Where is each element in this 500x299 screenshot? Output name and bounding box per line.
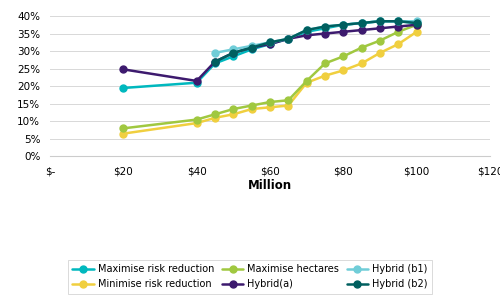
Hybrid (b2) (230, 51, 236, 55)
Maximise hectares (414, 23, 420, 27)
Line: Maximise risk reduction: Maximise risk reduction (120, 18, 420, 91)
Minimise risk reduction (358, 62, 364, 65)
Minimise risk reduction (286, 104, 292, 107)
Minimise risk reduction (414, 30, 420, 33)
Maximise hectares (340, 55, 346, 58)
Minimise risk reduction (304, 81, 310, 85)
Maximise hectares (230, 107, 236, 111)
Maximise risk reduction (340, 23, 346, 27)
Hybrid (b2) (248, 46, 254, 49)
Hybrid (b1) (322, 25, 328, 28)
Maximise hectares (396, 30, 402, 33)
Maximise risk reduction (396, 19, 402, 23)
Maximise hectares (248, 104, 254, 107)
Maximise risk reduction (414, 21, 420, 25)
Hybrid (b2) (322, 25, 328, 28)
Minimise risk reduction (267, 106, 273, 109)
Minimise risk reduction (120, 132, 126, 135)
Minimise risk reduction (377, 51, 383, 55)
Hybrid(a) (377, 27, 383, 30)
Line: Hybrid(a): Hybrid(a) (120, 21, 420, 84)
Line: Maximise hectares: Maximise hectares (120, 21, 420, 132)
Hybrid(a) (304, 33, 310, 37)
Hybrid(a) (267, 42, 273, 46)
Hybrid (b2) (304, 28, 310, 32)
Hybrid(a) (120, 68, 126, 71)
X-axis label: Million: Million (248, 179, 292, 192)
Hybrid(a) (248, 46, 254, 49)
Hybrid (b1) (340, 23, 346, 27)
Maximise risk reduction (358, 21, 364, 25)
Hybrid (b1) (396, 19, 402, 23)
Legend: Maximise risk reduction, Minimise risk reduction, Maximise hectares, Hybrid(a), : Maximise risk reduction, Minimise risk r… (68, 260, 432, 294)
Hybrid(a) (212, 60, 218, 63)
Hybrid(a) (340, 30, 346, 33)
Hybrid (b1) (358, 21, 364, 25)
Maximise risk reduction (322, 27, 328, 30)
Minimise risk reduction (340, 69, 346, 72)
Hybrid (b1) (230, 48, 236, 51)
Maximise risk reduction (120, 86, 126, 90)
Maximise risk reduction (212, 62, 218, 65)
Hybrid (b1) (248, 44, 254, 48)
Maximise risk reduction (377, 19, 383, 23)
Hybrid (b1) (212, 51, 218, 55)
Minimise risk reduction (212, 116, 218, 120)
Hybrid(a) (230, 51, 236, 55)
Hybrid (b1) (286, 37, 292, 41)
Line: Hybrid (b2): Hybrid (b2) (212, 18, 420, 65)
Hybrid (b1) (267, 41, 273, 44)
Maximise hectares (194, 118, 200, 121)
Maximise hectares (322, 62, 328, 65)
Hybrid (b2) (358, 21, 364, 25)
Line: Minimise risk reduction: Minimise risk reduction (120, 28, 420, 137)
Maximise hectares (358, 46, 364, 49)
Minimise risk reduction (322, 74, 328, 77)
Line: Hybrid (b1): Hybrid (b1) (212, 18, 420, 56)
Hybrid(a) (286, 37, 292, 41)
Hybrid (b2) (267, 41, 273, 44)
Maximise hectares (212, 112, 218, 116)
Maximise hectares (267, 100, 273, 104)
Hybrid (b2) (396, 19, 402, 23)
Minimise risk reduction (230, 112, 236, 116)
Maximise risk reduction (304, 30, 310, 33)
Hybrid(a) (396, 25, 402, 28)
Minimise risk reduction (194, 121, 200, 125)
Hybrid(a) (194, 79, 200, 83)
Maximise risk reduction (267, 42, 273, 46)
Maximise risk reduction (194, 81, 200, 85)
Maximise hectares (377, 39, 383, 42)
Minimise risk reduction (396, 42, 402, 46)
Hybrid(a) (358, 28, 364, 32)
Hybrid (b2) (414, 21, 420, 25)
Hybrid (b1) (304, 28, 310, 32)
Maximise hectares (304, 79, 310, 83)
Hybrid(a) (414, 23, 420, 27)
Minimise risk reduction (248, 107, 254, 111)
Hybrid(a) (322, 32, 328, 35)
Hybrid (b2) (377, 19, 383, 23)
Maximise hectares (286, 98, 292, 102)
Maximise risk reduction (248, 48, 254, 51)
Hybrid (b2) (212, 60, 218, 63)
Hybrid (b2) (340, 23, 346, 27)
Maximise risk reduction (230, 55, 236, 58)
Hybrid (b1) (414, 19, 420, 23)
Maximise hectares (120, 126, 126, 130)
Hybrid (b2) (286, 37, 292, 41)
Maximise risk reduction (286, 37, 292, 41)
Hybrid (b1) (377, 19, 383, 23)
